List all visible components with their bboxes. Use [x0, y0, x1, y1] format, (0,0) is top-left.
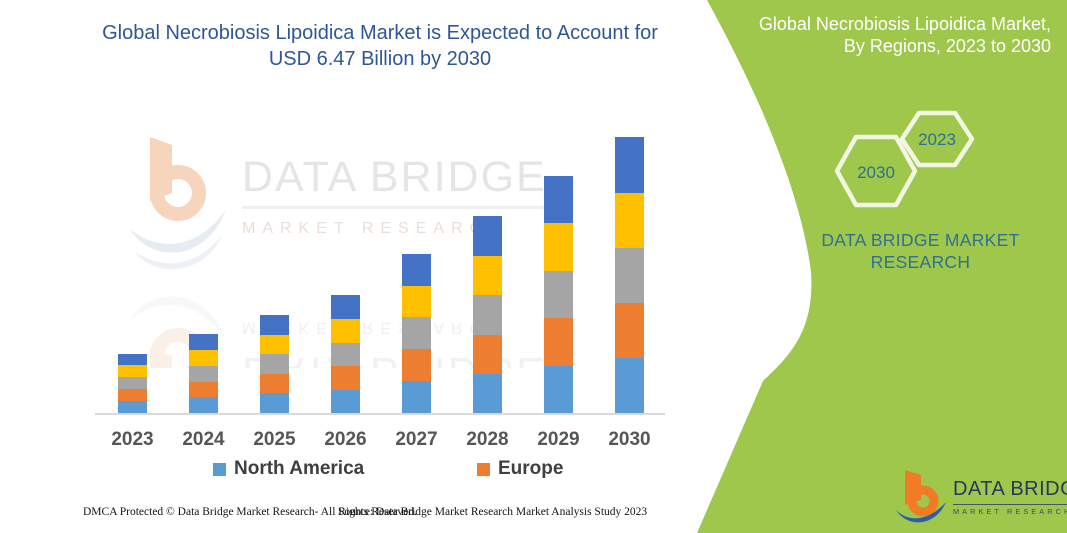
bar-segment-north-america: [260, 393, 289, 413]
bar-segment-europe: [615, 303, 644, 359]
x-axis-label-2028: 2028: [466, 429, 509, 450]
legend-item-europe: Europe: [477, 458, 563, 480]
bar-segment-unlabeled-gray-segment: [402, 317, 431, 350]
legend-swatch-europe: [477, 462, 490, 476]
hexagon-2030-label: 2030: [857, 163, 895, 182]
bar-2023: [118, 354, 147, 413]
side-panel-heading-line1: Global Necrobiosis Lipoidica Market,: [758, 14, 1051, 34]
bar-segment-unlabeled-yellow-segment: [118, 365, 147, 378]
bar-segment-unlabeled-gray-segment: [260, 354, 289, 374]
chart-title: Global Necrobiosis Lipoidica Market is E…: [100, 20, 660, 72]
footer-source-note: Source: Data Bridge Market Research Mark…: [338, 506, 648, 518]
bar-segment-unlabeled-gray-segment: [189, 365, 218, 382]
legend-label-europe: Europe: [498, 458, 564, 479]
watermark-rule: [242, 206, 547, 209]
hexagon-2023-label: 2023: [918, 130, 956, 149]
side-panel-heading: Global Necrobiosis Lipoidica Market, By …: [759, 14, 1051, 58]
bar-2030: [615, 137, 644, 413]
x-axis-label-2024: 2024: [182, 429, 225, 450]
side-panel-heading-line2: By Regions, 2023 to 2030: [843, 35, 1051, 56]
bar-segment-north-america: [189, 397, 218, 413]
hexagon-2030: [834, 134, 918, 208]
bar-segment-unlabeled-darkblue-segment: [331, 295, 360, 319]
watermark-logo-icon: [130, 137, 226, 270]
brand-logo-icon: [896, 470, 946, 523]
bar-segment-unlabeled-yellow-segment: [402, 285, 431, 318]
bar-segment-unlabeled-darkblue-segment: [473, 216, 502, 256]
bar-segment-north-america: [544, 365, 573, 413]
bar-segment-unlabeled-darkblue-segment: [189, 334, 218, 350]
bar-segment-unlabeled-darkblue-segment: [615, 137, 644, 193]
green-panel-shape: [697, 0, 1067, 533]
bar-segment-unlabeled-yellow-segment: [544, 223, 573, 272]
bar-segment-north-america: [473, 373, 502, 413]
x-axis-label-2029: 2029: [537, 429, 580, 450]
x-axis-label-2026: 2026: [324, 429, 367, 450]
footer-dmca-note: DMCA Protected © Data Bridge Market Rese…: [83, 506, 417, 518]
bar-segment-unlabeled-yellow-segment: [615, 192, 644, 249]
panel-brand-line1: DATA BRIDGE MARKET: [821, 230, 1020, 250]
bar-segment-europe: [118, 389, 147, 402]
bar-2029: [544, 176, 573, 413]
bar-2027: [402, 254, 431, 413]
x-axis-label-2025: 2025: [253, 429, 296, 450]
panel-brand-line2: RESEARCH: [870, 251, 971, 272]
brand-logo-name: DATA BRIDGE: [953, 478, 1067, 500]
bar-segment-europe: [189, 381, 218, 398]
bar-segment-unlabeled-yellow-segment: [189, 350, 218, 366]
bar-segment-europe: [544, 318, 573, 366]
chart-title-line1: Global Necrobiosis Lipoidica Market is E…: [102, 22, 658, 44]
bar-segment-north-america: [402, 381, 431, 413]
bar-segment-unlabeled-darkblue-segment: [260, 315, 289, 335]
bar-segment-unlabeled-gray-segment: [473, 295, 502, 335]
bar-2024: [189, 334, 218, 413]
bar-segment-europe: [331, 366, 360, 390]
bar-segment-unlabeled-gray-segment: [615, 248, 644, 304]
bar-2025: [260, 315, 289, 413]
bar-2026: [331, 295, 360, 413]
watermark-brand-text: DATA BRIDGE: [242, 153, 547, 201]
bar-segment-unlabeled-gray-segment: [331, 342, 360, 367]
bar-segment-europe: [260, 373, 289, 394]
chart-plot: [95, 120, 665, 415]
hexagon-badges: 2030 2023: [834, 110, 975, 208]
x-axis-label-2027: 2027: [395, 429, 438, 450]
bar-segment-unlabeled-darkblue-segment: [544, 176, 573, 224]
watermark-sub-text: MARKET RESEARCH: [242, 220, 507, 237]
hexagon-2023: [899, 110, 975, 168]
brand-logo: DATA BRIDGE MARKET RESEARCH: [896, 468, 1067, 526]
bar-segment-unlabeled-darkblue-segment: [402, 254, 431, 286]
bar-segment-unlabeled-darkblue-segment: [118, 354, 147, 366]
bar-segment-unlabeled-gray-segment: [118, 377, 147, 390]
bar-segment-europe: [402, 349, 431, 382]
bar-2028: [473, 216, 502, 413]
legend-label-north-america: North America: [234, 458, 365, 479]
chart-title-line2: USD 6.47 Billion by 2030: [268, 48, 492, 70]
x-axis-label-2030: 2030: [608, 429, 651, 450]
bar-segment-unlabeled-yellow-segment: [331, 318, 360, 343]
bar-segment-unlabeled-gray-segment: [544, 271, 573, 319]
x-axis: 2023 2024 2025 2026 2027 2028 2029 2030: [95, 429, 665, 453]
bar-segment-unlabeled-yellow-segment: [260, 334, 289, 355]
bar-segment-north-america: [118, 401, 147, 413]
x-axis-label-2023: 2023: [111, 429, 154, 450]
legend-swatch-north-america: [213, 462, 226, 476]
bar-segment-north-america: [331, 389, 360, 413]
bar-segment-north-america: [615, 358, 644, 413]
watermark: DATA BRIDGE MARKET RESEARCH: [128, 131, 547, 281]
bar-segment-europe: [473, 334, 502, 374]
brand-logo-subtitle: MARKET RESEARCH: [953, 504, 1067, 516]
panel-brand-text: DATA BRIDGE MARKET RESEARCH: [818, 230, 1023, 274]
legend-item-north-america: North America: [213, 458, 364, 480]
bar-segment-unlabeled-yellow-segment: [473, 255, 502, 296]
